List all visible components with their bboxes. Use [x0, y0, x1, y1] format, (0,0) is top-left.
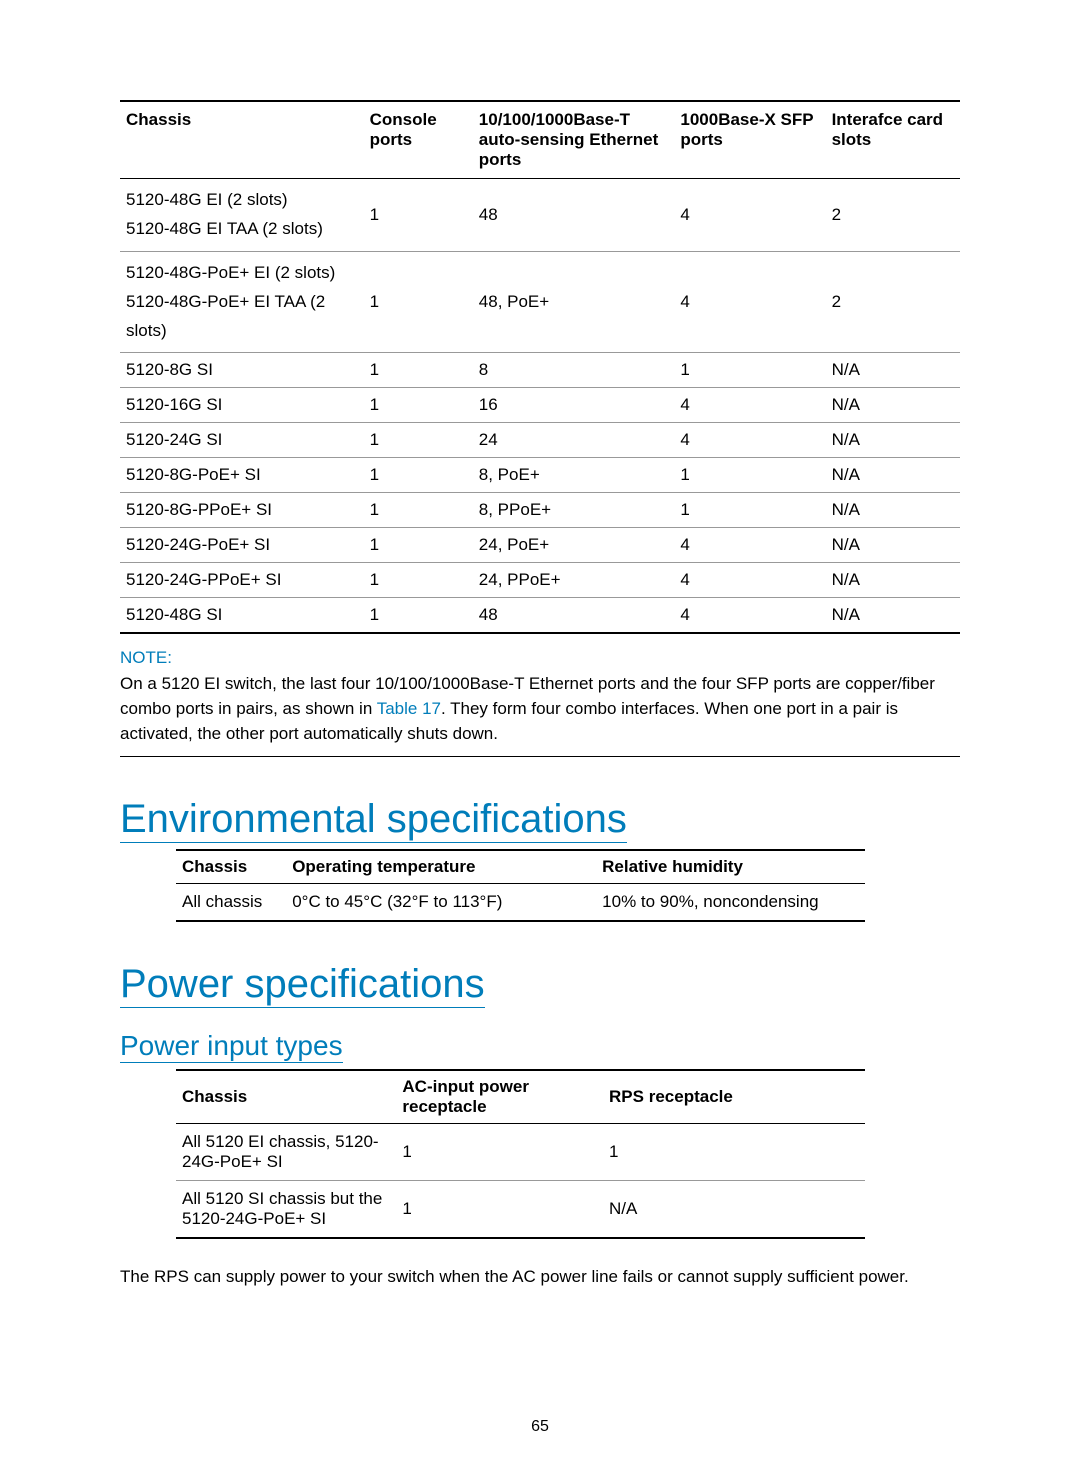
cell-ethernet: 16	[473, 388, 675, 423]
note-label: NOTE:	[120, 648, 960, 668]
col-chassis: Chassis	[176, 850, 286, 884]
cell-slots: N/A	[826, 388, 960, 423]
note-link[interactable]: Table 17	[377, 699, 441, 718]
page-number: 65	[0, 1418, 1080, 1436]
table-row: 5120-8G-PoE+ SI18, PoE+1N/A	[120, 458, 960, 493]
cell-slots: N/A	[826, 493, 960, 528]
cell-console: 1	[364, 353, 473, 388]
heading-environmental: Environmental specifications	[120, 797, 627, 843]
ports-table: Chassis Console ports 10/100/1000Base-T …	[120, 100, 960, 634]
col-console: Console ports	[364, 101, 473, 179]
cell-ethernet: 8, PPoE+	[473, 493, 675, 528]
table-row: 5120-24G-PPoE+ SI124, PPoE+4N/A	[120, 563, 960, 598]
table-row: All chassis0°C to 45°C (32°F to 113°F)10…	[176, 884, 865, 922]
cell-console: 1	[364, 388, 473, 423]
cell-console: 1	[364, 251, 473, 353]
cell-sfp: 4	[674, 251, 825, 353]
cell-slots: N/A	[826, 353, 960, 388]
cell-sfp: 4	[674, 388, 825, 423]
table-row: 5120-8G SI181N/A	[120, 353, 960, 388]
cell-sfp: 4	[674, 179, 825, 252]
power-input-table: Chassis AC-input power receptacle RPS re…	[176, 1069, 865, 1239]
table-row: 5120-16G SI1164N/A	[120, 388, 960, 423]
col-ac: AC-input power receptacle	[396, 1070, 603, 1124]
subheading-power-input: Power input types	[120, 1030, 343, 1063]
col-sfp: 1000Base-X SFP ports	[674, 101, 825, 179]
col-humidity: Relative humidity	[596, 850, 865, 884]
cell-chassis: 5120-48G-PoE+ EI (2 slots)5120-48G-PoE+ …	[120, 251, 364, 353]
heading-power: Power specifications	[120, 962, 485, 1008]
cell-rps: N/A	[603, 1181, 865, 1239]
table-row: All 5120 EI chassis, 5120-24G-PoE+ SI11	[176, 1124, 865, 1181]
rps-paragraph: The RPS can supply power to your switch …	[120, 1267, 960, 1287]
environmental-table: Chassis Operating temperature Relative h…	[176, 849, 865, 922]
cell-console: 1	[364, 458, 473, 493]
cell-chassis: All 5120 EI chassis, 5120-24G-PoE+ SI	[176, 1124, 396, 1181]
cell-chassis: 5120-48G SI	[120, 598, 364, 634]
col-chassis: Chassis	[176, 1070, 396, 1124]
cell-console: 1	[364, 493, 473, 528]
cell-chassis: All 5120 SI chassis but the 5120-24G-PoE…	[176, 1181, 396, 1239]
table-row: 5120-24G-PoE+ SI124, PoE+4N/A	[120, 528, 960, 563]
cell-ethernet: 48	[473, 179, 675, 252]
cell-slots: N/A	[826, 423, 960, 458]
table-row: 5120-24G SI1244N/A	[120, 423, 960, 458]
cell-ethernet: 24	[473, 423, 675, 458]
cell-sfp: 1	[674, 458, 825, 493]
cell-chassis: 5120-16G SI	[120, 388, 364, 423]
cell-console: 1	[364, 179, 473, 252]
cell-console: 1	[364, 528, 473, 563]
cell-sfp: 4	[674, 563, 825, 598]
cell-ethernet: 8, PoE+	[473, 458, 675, 493]
cell-temp: 0°C to 45°C (32°F to 113°F)	[286, 884, 596, 922]
cell-ethernet: 8	[473, 353, 675, 388]
cell-ethernet: 24, PPoE+	[473, 563, 675, 598]
cell-sfp: 1	[674, 493, 825, 528]
col-temp: Operating temperature	[286, 850, 596, 884]
cell-ac: 1	[396, 1124, 603, 1181]
cell-slots: N/A	[826, 598, 960, 634]
table-row: All 5120 SI chassis but the 5120-24G-PoE…	[176, 1181, 865, 1239]
cell-chassis: 5120-48G EI (2 slots)5120-48G EI TAA (2 …	[120, 179, 364, 252]
cell-console: 1	[364, 563, 473, 598]
cell-sfp: 1	[674, 353, 825, 388]
table-row: 5120-48G EI (2 slots)5120-48G EI TAA (2 …	[120, 179, 960, 252]
cell-sfp: 4	[674, 598, 825, 634]
cell-slots: N/A	[826, 528, 960, 563]
cell-chassis: 5120-8G-PPoE+ SI	[120, 493, 364, 528]
cell-slots: 2	[826, 179, 960, 252]
cell-rps: 1	[603, 1124, 865, 1181]
note-body: On a 5120 EI switch, the last four 10/10…	[120, 672, 960, 757]
cell-slots: 2	[826, 251, 960, 353]
cell-console: 1	[364, 423, 473, 458]
col-chassis: Chassis	[120, 101, 364, 179]
cell-humidity: 10% to 90%, noncondensing	[596, 884, 865, 922]
table-row: 5120-8G-PPoE+ SI18, PPoE+1N/A	[120, 493, 960, 528]
cell-chassis: 5120-8G SI	[120, 353, 364, 388]
cell-sfp: 4	[674, 423, 825, 458]
cell-chassis: All chassis	[176, 884, 286, 922]
col-rps: RPS receptacle	[603, 1070, 865, 1124]
cell-sfp: 4	[674, 528, 825, 563]
cell-chassis: 5120-24G-PPoE+ SI	[120, 563, 364, 598]
cell-slots: N/A	[826, 563, 960, 598]
col-slots: Interafce card slots	[826, 101, 960, 179]
col-ethernet: 10/100/1000Base-T auto-sensing Ethernet …	[473, 101, 675, 179]
cell-ethernet: 48	[473, 598, 675, 634]
cell-chassis: 5120-8G-PoE+ SI	[120, 458, 364, 493]
cell-console: 1	[364, 598, 473, 634]
table-row: 5120-48G SI1484N/A	[120, 598, 960, 634]
cell-slots: N/A	[826, 458, 960, 493]
cell-ac: 1	[396, 1181, 603, 1239]
table-row: 5120-48G-PoE+ EI (2 slots)5120-48G-PoE+ …	[120, 251, 960, 353]
cell-ethernet: 48, PoE+	[473, 251, 675, 353]
cell-chassis: 5120-24G SI	[120, 423, 364, 458]
cell-ethernet: 24, PoE+	[473, 528, 675, 563]
cell-chassis: 5120-24G-PoE+ SI	[120, 528, 364, 563]
